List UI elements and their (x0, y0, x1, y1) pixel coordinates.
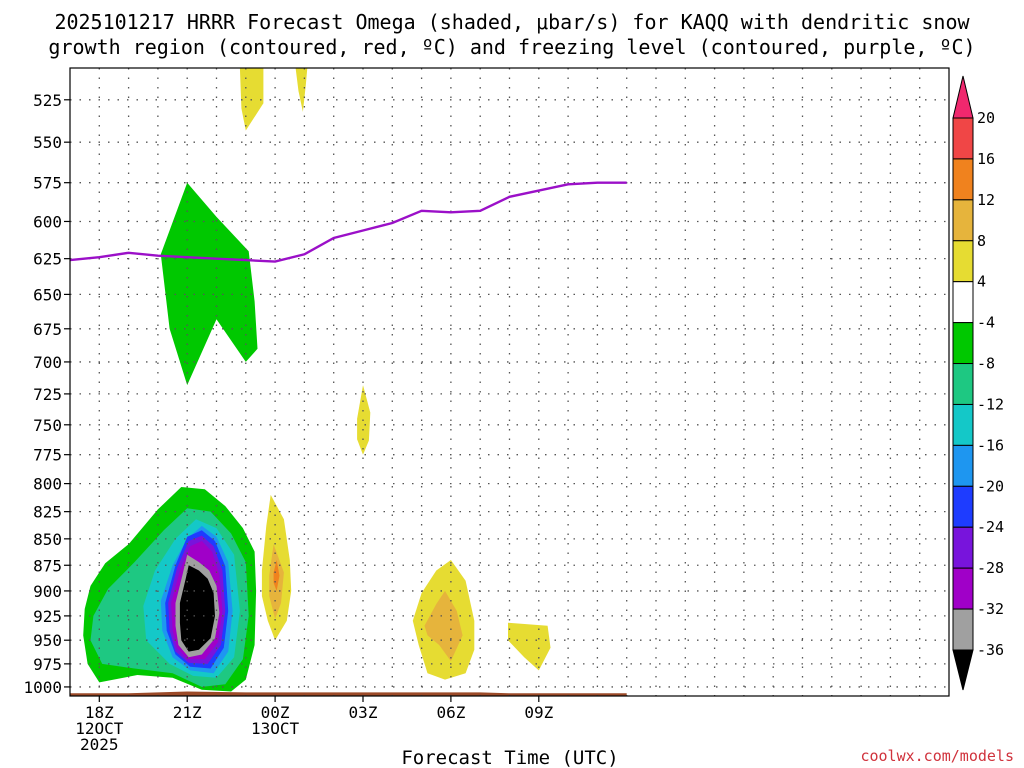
credit-text: coolwx.com/models (860, 747, 1014, 765)
colorbar-label-0: 20 (977, 109, 995, 127)
y-tick-label-525: 525 (33, 91, 62, 110)
colorbar-label-5: -4 (977, 314, 995, 332)
colorbar-swatch-1 (952, 158, 974, 201)
y-tick-label-700: 700 (33, 353, 62, 372)
x-tick-label-6-1: 13OCT (251, 719, 300, 738)
colorbar-label-1: 16 (977, 150, 995, 168)
x-tick-label-15-0: 09Z (524, 703, 553, 722)
chart-title-line-1: 2025101217 HRRR Forecast Omega (shaded, … (54, 10, 970, 34)
colorbar-swatch-10 (952, 526, 974, 569)
colorbar-label-6: -8 (977, 355, 995, 373)
colorbar-bottom-triangle (952, 649, 974, 691)
y-tick-label-725: 725 (33, 385, 62, 404)
x-tick-label-12-0: 06Z (436, 703, 465, 722)
y-tick-label-900: 900 (33, 582, 62, 601)
x-axis-label: Forecast Time (UTC) (401, 747, 618, 768)
y-tick-label-875: 875 (33, 556, 62, 575)
y-tick-label-800: 800 (33, 475, 62, 494)
colorbar-label-12: -32 (977, 600, 1004, 618)
colorbar-swatch-11 (952, 567, 974, 610)
colorbar-label-7: -12 (977, 395, 1004, 413)
omega-region-0 (160, 182, 258, 386)
omega-region-14 (424, 590, 463, 662)
colorbar-label-9: -20 (977, 477, 1004, 495)
dotted-grid (70, 68, 949, 696)
freezing-level-line (70, 181, 627, 263)
omega-region-9 (179, 565, 215, 652)
colorbar-swatch-2 (952, 199, 974, 242)
colorbar-swatch-7 (952, 403, 974, 446)
colorbar-label-13: -36 (977, 641, 1004, 659)
omega-shading (83, 68, 551, 692)
y-tick-label-825: 825 (33, 503, 62, 522)
y-tick-label-775: 775 (33, 446, 62, 465)
colorbar-top-triangle (952, 75, 974, 119)
y-tick-label-575: 575 (33, 174, 62, 193)
colorbar-swatch-4 (952, 281, 974, 324)
colorbar-label-4: 4 (977, 273, 986, 291)
x-tick-label-0-0: 18Z (85, 703, 114, 722)
x-tick-label-6-0: 00Z (261, 703, 290, 722)
colorbar-label-2: 12 (977, 191, 995, 209)
y-tick-label-975: 975 (33, 655, 62, 674)
y-axis-ticks: 525 550 575 600 625 650 675 700 725 750 775 800 825 8… (23, 91, 70, 697)
omega-region-16 (357, 385, 371, 455)
omega-region-12 (273, 560, 280, 591)
colorbar-label-10: -24 (977, 518, 1004, 536)
y-tick-label-850: 850 (33, 530, 62, 549)
colorbar: 20 16 12 8 4 -4 -8 -12 -16 -20 -24 -28 -32 -36 (952, 75, 1004, 691)
y-tick-label-600: 600 (33, 212, 62, 231)
y-tick-label-950: 950 (33, 631, 62, 650)
ground-terrain (70, 691, 627, 696)
y-tick-label-925: 925 (33, 607, 62, 626)
colorbar-label-11: -28 (977, 559, 1004, 577)
x-tick-label-9-0: 03Z (349, 703, 378, 722)
y-tick-label-750: 750 (33, 416, 62, 435)
colorbar-label-3: 8 (977, 232, 986, 250)
colorbar-swatch-5 (952, 322, 974, 365)
y-tick-label-650: 650 (33, 285, 62, 304)
plot-frame (69, 67, 950, 697)
colorbar-swatch-8 (952, 444, 974, 487)
chart-title-line-2: growth region (contoured, red, ºC) and f… (48, 35, 975, 59)
omega-region-18 (295, 68, 308, 112)
colorbar-swatch-12 (952, 608, 974, 651)
freezing-level-layer (70, 181, 627, 263)
colorbar-swatch-0 (952, 117, 974, 160)
colorbar-swatch-9 (952, 485, 974, 528)
y-tick-label-625: 625 (33, 250, 62, 269)
colorbar-swatch-3 (952, 240, 974, 283)
x-tick-label-0-2: 2025 (80, 735, 119, 754)
x-tick-label-3-0: 21Z (173, 703, 202, 722)
colorbar-swatch-6 (952, 363, 974, 405)
ground-polygon (70, 691, 627, 696)
y-tick-label-1000: 1000 (23, 678, 62, 697)
omega-region-15 (508, 622, 551, 671)
x-tick-label-0-1: 12OCT (75, 719, 124, 738)
y-tick-label-550: 550 (33, 133, 62, 152)
y-tick-label-675: 675 (33, 320, 62, 339)
colorbar-label-8: -16 (977, 436, 1004, 454)
